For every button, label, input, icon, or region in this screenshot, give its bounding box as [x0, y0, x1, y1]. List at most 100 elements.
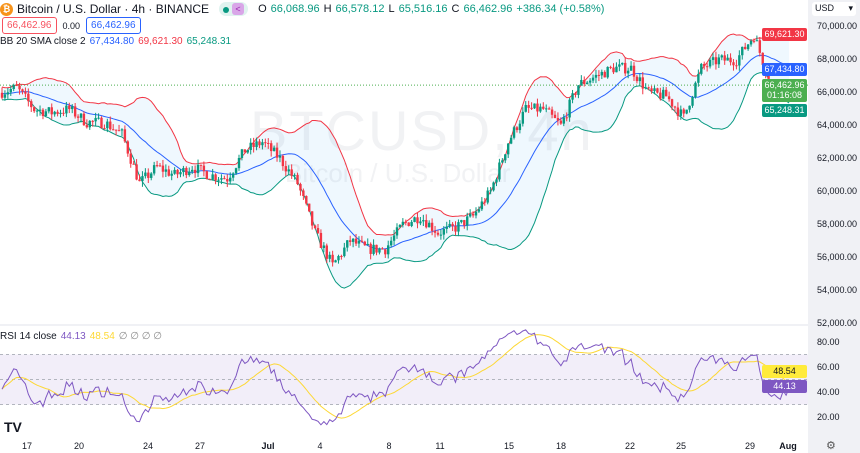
candle-body	[562, 117, 565, 124]
candle-body	[501, 160, 504, 163]
price-tick: 66,000.00	[817, 87, 858, 97]
price-tick: 64,000.00	[817, 120, 858, 130]
candle-body	[196, 164, 200, 174]
candle-body	[111, 129, 115, 131]
lower-band-tag: 65,248.31	[762, 104, 807, 117]
candle-body	[82, 113, 86, 126]
candle-body	[597, 74, 601, 76]
candle-body	[609, 66, 612, 68]
candle-body	[357, 240, 361, 244]
candle-body	[360, 240, 364, 242]
candle-body	[88, 120, 91, 128]
candle-body	[132, 163, 135, 165]
candle-body	[79, 113, 83, 118]
candle-body	[199, 164, 203, 166]
candle-body	[290, 169, 293, 176]
candle-body	[767, 74, 770, 82]
candle-body	[97, 117, 100, 119]
candle-body	[697, 73, 700, 83]
candle-body	[679, 109, 683, 116]
time-tick: 11	[435, 441, 445, 451]
spread-value: 0.00	[62, 20, 81, 31]
candle-body	[281, 155, 285, 167]
candle-body	[685, 109, 688, 114]
symbol-title[interactable]: Bitcoin / U.S. Dollar · 4h · BINANCE	[17, 2, 210, 16]
candle-body	[76, 116, 80, 118]
rsi-legend[interactable]: RSI 14 close 44.13 48.54 ∅ ∅ ∅ ∅	[0, 331, 162, 342]
candle-body	[331, 254, 334, 263]
last-price: 66,462.96	[764, 80, 805, 90]
candle-body	[539, 106, 542, 112]
candle-body	[240, 149, 244, 159]
candle-body	[433, 230, 437, 233]
price-axis[interactable]	[808, 0, 860, 453]
candle-body	[176, 169, 179, 175]
status-pill[interactable]: <	[219, 2, 249, 16]
time-tick: 27	[194, 441, 206, 451]
candle-body	[667, 96, 671, 100]
candle-body	[653, 88, 656, 92]
candle-body	[381, 248, 384, 250]
candle-body	[144, 172, 147, 177]
candle-body	[577, 85, 580, 95]
candle-body	[363, 241, 367, 246]
candle-body	[714, 57, 718, 65]
candle-body	[489, 190, 492, 192]
candle-body	[732, 62, 735, 66]
candle-body	[73, 106, 77, 117]
candle-body	[536, 103, 539, 112]
price-tick: 58,000.00	[817, 219, 858, 229]
candle-body	[454, 226, 457, 232]
candle-body	[436, 232, 440, 235]
candle-body	[21, 89, 24, 92]
candle-body	[170, 173, 173, 176]
candle-body	[316, 228, 320, 233]
price-chart[interactable]	[0, 0, 808, 453]
candle-body	[542, 106, 545, 109]
open-value: 66,068.96	[270, 3, 320, 15]
candle-body	[100, 117, 103, 129]
candle-body	[308, 203, 311, 212]
candle-body	[618, 64, 621, 67]
candle-body	[720, 55, 723, 58]
candle-body	[211, 174, 214, 180]
candle-body	[217, 179, 220, 181]
candle-body	[556, 118, 560, 121]
buy-button[interactable]: 66,462.96	[86, 17, 141, 34]
candle-body	[284, 166, 288, 172]
candle-body	[486, 190, 489, 203]
candle-body	[629, 65, 633, 71]
candle-body	[442, 228, 446, 235]
rsi-label: RSI 14 close	[0, 331, 57, 342]
candle-body	[296, 174, 299, 185]
candle-body	[246, 150, 249, 153]
candle-body	[71, 106, 74, 110]
gear-icon[interactable]: ⚙	[826, 440, 836, 452]
currency-select[interactable]: USD ▾	[812, 2, 856, 16]
candle-body	[682, 109, 685, 114]
candle-body	[59, 112, 62, 114]
rsi-ma-value: 48.54	[89, 331, 115, 342]
candle-body	[50, 107, 53, 115]
candle-body	[480, 201, 484, 210]
price-tick: 60,000.00	[817, 186, 858, 196]
candle-body	[252, 142, 255, 147]
sell-button[interactable]: 66,462.96	[2, 17, 57, 34]
close-label: C	[451, 3, 460, 15]
candle-body	[466, 216, 469, 226]
candle-body	[167, 169, 170, 176]
candle-body	[676, 107, 680, 116]
candle-body	[600, 71, 604, 76]
candle-body	[738, 55, 741, 66]
candle-body	[158, 165, 162, 167]
candle-body	[351, 238, 355, 242]
candle-body	[322, 245, 326, 249]
candle-body	[723, 55, 726, 61]
candle-body	[346, 240, 349, 248]
candle-body	[691, 97, 694, 106]
bb-legend[interactable]: BB 20 SMA close 2 67,434.80 69,621.30 65…	[0, 36, 231, 47]
tradingview-logo-icon[interactable]: TV	[4, 419, 22, 435]
rsi-tick: 80.00	[817, 337, 840, 347]
candle-body	[117, 130, 121, 132]
candle-body	[688, 105, 691, 110]
